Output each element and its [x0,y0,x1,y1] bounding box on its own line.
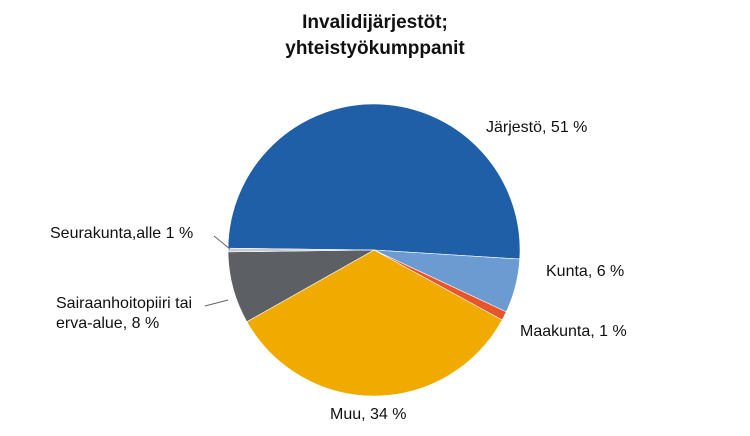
pie-slice [227,247,375,253]
data-label: Muu, 34 % [330,406,407,423]
chart-title: Invalidijärjestöt; [302,12,448,33]
chart-title: yhteistyökumppanit [285,38,465,59]
pie-slice [246,249,503,397]
data-label: Kunta, 6 % [546,263,625,280]
data-label: Maakunta, 1 % [520,323,627,340]
leader-line [204,299,229,307]
leader-line [213,235,231,250]
data-label: Seurakunta,alle 1 % [50,225,194,242]
pie-slice [227,103,521,260]
data-label: Sairaanhoitopiiri tai erva-alue, 8 % [56,295,193,332]
data-label: Järjestö, 51 % [486,119,588,136]
